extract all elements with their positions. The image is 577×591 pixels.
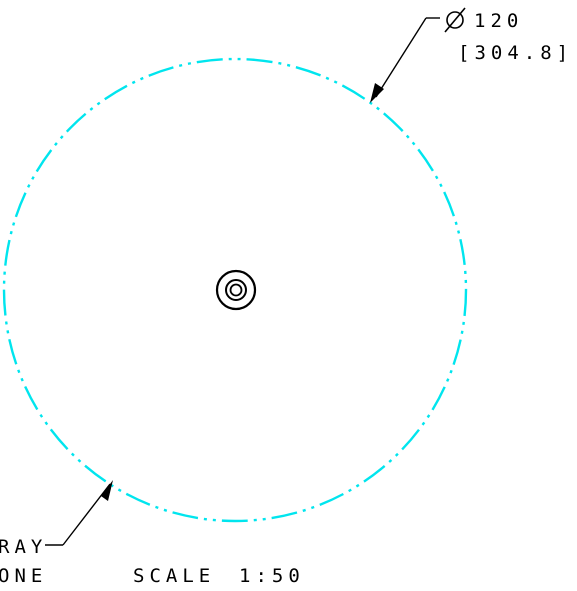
- note-arrowhead: [101, 480, 113, 501]
- diameter-arrowhead: [370, 83, 384, 103]
- diameter-symbol-icon: [444, 7, 466, 33]
- note-line-1: RAY: [0, 536, 47, 558]
- scale-value: 1:50: [239, 565, 305, 587]
- note-line-2: ONE: [0, 565, 47, 587]
- diameter-leader: [370, 17, 440, 103]
- diameter-value: 120: [474, 10, 523, 32]
- center-fixture-icon: [215, 269, 257, 311]
- note-leader: [45, 480, 113, 546]
- boundary-circle: [2, 57, 468, 523]
- scale-label: SCALE: [133, 565, 215, 587]
- diameter-symbol-text: Ø: [444, 10, 460, 32]
- diameter-metric-value: [304.8]: [458, 42, 573, 64]
